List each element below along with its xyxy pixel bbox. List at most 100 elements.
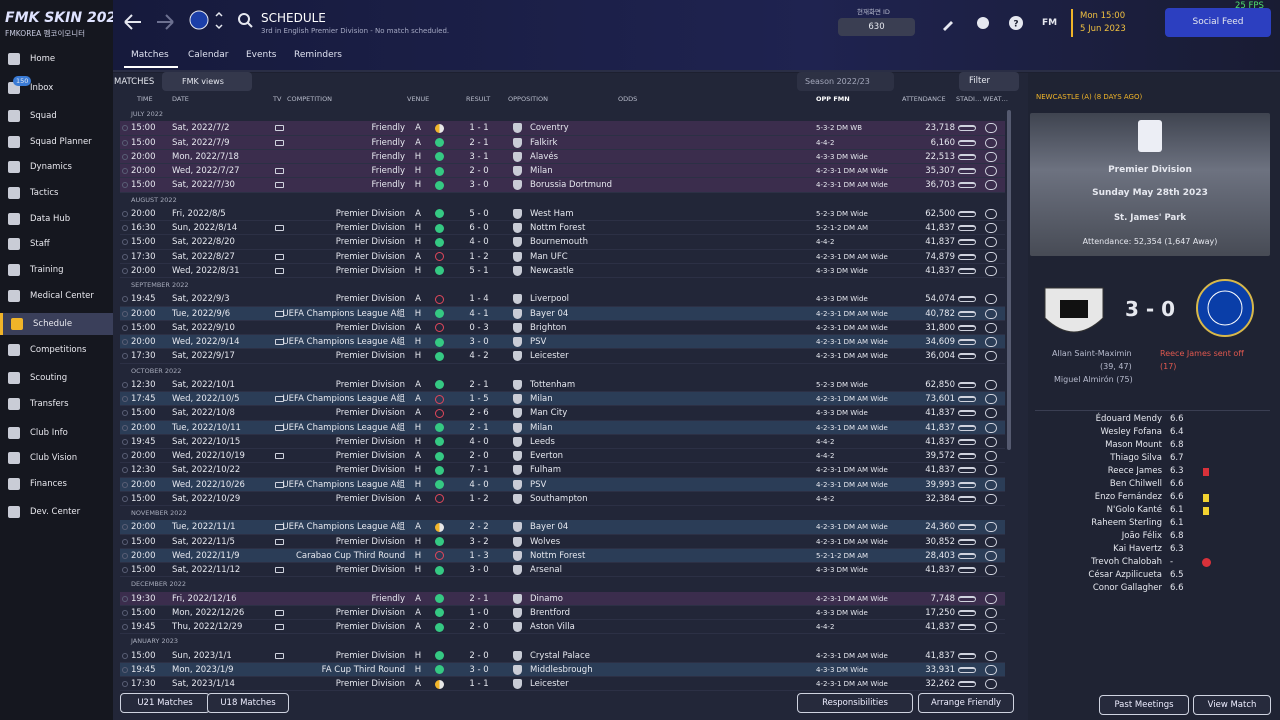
column-header[interactable]: ODDS	[618, 95, 638, 103]
match-row[interactable]: 17:30 Sat, 2022/9/17 Premier Division H 4 - …	[120, 349, 1005, 364]
opposition[interactable]: Everton	[530, 451, 564, 461]
button[interactable]: Responsibilities	[797, 693, 913, 713]
column-header[interactable]: VENUE	[407, 95, 430, 103]
opposition[interactable]: Leicester	[530, 351, 569, 362]
column-header[interactable]: OPP FMN	[816, 95, 850, 103]
column-header[interactable]: DATE	[172, 95, 189, 103]
nav-item[interactable]: Staff	[0, 233, 113, 255]
nav-item[interactable]: Dev. Center	[0, 501, 113, 523]
match-row[interactable]: 19:45 Sat, 2022/10/15 Premier Division H 4 -…	[120, 435, 1005, 449]
nav-item[interactable]: Transfers	[0, 393, 113, 415]
match-row[interactable]: 20:00 Wed, 2022/11/9 Carabao Cup Third Rou…	[120, 548, 1005, 563]
match-row[interactable]: 17:45 Wed, 2022/10/5 UEFA Champions League…	[120, 392, 1005, 407]
button[interactable]: U18 Matches	[207, 693, 289, 713]
opposition[interactable]: Nottm Forest	[530, 223, 586, 233]
filter-button[interactable]: Filter	[959, 72, 1019, 91]
column-header[interactable]: OPPOSITION	[508, 95, 548, 103]
season-dropdown[interactable]: Season 2022/23	[797, 72, 894, 91]
match-row[interactable]: 16:30 Sun, 2022/8/14 Premier Division H 6 - …	[120, 221, 1005, 236]
match-row[interactable]: 12:30 Sat, 2022/10/1 Premier Division A 2 - …	[120, 378, 1005, 392]
column-header[interactable]: TIME	[137, 95, 153, 103]
opposition[interactable]: Tottenham	[530, 379, 576, 390]
match-row[interactable]: 12:30 Sat, 2022/10/22 Premier Division H 7 -…	[120, 463, 1005, 478]
match-row[interactable]: 15:00 Sat, 2022/8/20 Premier Division H 4 - …	[120, 235, 1005, 250]
match-row[interactable]: 15:00 Sat, 2022/10/29 Premier Division A 1 -…	[120, 492, 1005, 506]
column-header[interactable]: RESULT	[466, 95, 491, 103]
nav-item[interactable]: Squad	[0, 105, 113, 127]
button[interactable]: U21 Matches	[120, 693, 210, 713]
match-row[interactable]: 15:00 Sat, 2022/11/5 Premier Division H 3 - …	[120, 535, 1005, 549]
button[interactable]: Arrange Friendly	[918, 693, 1014, 713]
nav-item[interactable]: Schedule	[0, 313, 113, 335]
tab[interactable]: Events	[246, 50, 277, 60]
player-name[interactable]: João Félix	[1121, 531, 1162, 541]
opposition[interactable]: Nottm Forest	[530, 550, 586, 561]
match-row[interactable]: 15:00 Sat, 2022/10/8 Premier Division A 2 - …	[120, 406, 1005, 421]
tab[interactable]: Matches	[131, 50, 169, 60]
player-name[interactable]: Ben Chilwell	[1109, 479, 1162, 489]
nav-item[interactable]: Dynamics	[0, 156, 113, 178]
match-row[interactable]: 20:00 Wed, 2022/10/26 UEFA Champions Leagu…	[120, 477, 1005, 492]
id-field[interactable]: 630	[838, 18, 915, 36]
column-header[interactable]: ATTENDANCE	[902, 95, 946, 103]
nav-item[interactable]: Medical Center	[0, 285, 113, 307]
nav-item[interactable]: Tactics	[0, 182, 113, 204]
match-row[interactable]: 20:00 Wed, 2022/10/19 Premier Division A 2 -…	[120, 449, 1005, 464]
opposition[interactable]: Arsenal	[530, 565, 562, 575]
opposition[interactable]: West Ham	[530, 208, 574, 219]
player-name[interactable]: N'Golo Kanté	[1106, 505, 1162, 515]
match-row[interactable]: 20:00 Tue, 2022/9/6 UEFA Champions League …	[120, 306, 1005, 321]
opposition[interactable]: Bayer 04	[530, 522, 569, 533]
match-row[interactable]: 20:00 Tue, 2022/11/1 UEFA Champions League…	[120, 520, 1005, 535]
opposition[interactable]: Southampton	[530, 493, 588, 504]
scrollbar[interactable]	[1007, 110, 1011, 450]
match-row[interactable]: 20:00 Wed, 2022/8/31 Premier Division H 5 - …	[120, 264, 1005, 278]
opposition[interactable]: Middlesbrough	[530, 664, 593, 675]
nav-item[interactable]: Scouting	[0, 367, 113, 389]
match-row[interactable]: 15:00 Sat, 2022/7/9 Friendly A 2 - 1 Falkirk 4…	[120, 135, 1005, 150]
opposition[interactable]: Milan	[530, 394, 553, 404]
player-name[interactable]: César Azpilicueta	[1088, 570, 1162, 580]
match-row[interactable]: 20:00 Fri, 2022/8/5 Premier Division A 5 - 0…	[120, 207, 1005, 221]
opposition[interactable]: Wolves	[530, 536, 561, 547]
nav-item[interactable]: Home	[0, 48, 113, 70]
opposition[interactable]: Borussia Dortmund	[530, 180, 613, 191]
column-header[interactable]: TV	[273, 95, 282, 103]
player-name[interactable]: Enzo Fernández	[1094, 492, 1162, 502]
opposition[interactable]: Dinamo	[530, 593, 563, 604]
fm-button[interactable]: FM	[1042, 18, 1058, 28]
opposition[interactable]: Newcastle	[530, 265, 574, 276]
button[interactable]: Past Meetings	[1099, 695, 1189, 715]
match-row[interactable]: 20:00 Mon, 2022/7/18 Friendly H 3 - 1 Alavés 4…	[120, 149, 1005, 164]
nav-item[interactable]: Club Info	[0, 422, 113, 444]
opposition[interactable]: Man City	[530, 408, 568, 419]
opposition[interactable]: PSV	[530, 479, 547, 490]
player-name[interactable]: Thiago Silva	[1110, 453, 1162, 463]
opposition[interactable]: Liverpool	[530, 294, 570, 305]
player-name[interactable]: Mason Mount	[1105, 440, 1162, 450]
opposition[interactable]: Coventry	[530, 123, 569, 134]
match-row[interactable]: 17:30 Sat, 2022/8/27 Premier Division A 1 - …	[120, 250, 1005, 264]
opposition[interactable]: Crystal Palace	[530, 650, 590, 661]
column-header[interactable]: COMPETITION	[287, 95, 333, 103]
opposition[interactable]: Falkirk	[530, 137, 558, 148]
match-row[interactable]: 19:45 Mon, 2023/1/9 FA Cup Third Round H 3 -…	[120, 662, 1005, 677]
opposition[interactable]: Brentford	[530, 607, 571, 618]
opposition[interactable]: Leeds	[530, 436, 555, 447]
opposition[interactable]: Man UFC	[530, 251, 568, 262]
player-name[interactable]: Conor Gallagher	[1092, 583, 1162, 593]
opposition[interactable]: Aston Villa	[530, 622, 575, 632]
match-row[interactable]: 15:00 Sat, 2022/7/2 Friendly A 1 - 1 Coventry…	[120, 121, 1005, 136]
opposition[interactable]: Milan	[530, 166, 553, 176]
match-row[interactable]: 20:00 Tue, 2022/10/11 UEFA Champions Leagu…	[120, 420, 1005, 435]
match-row[interactable]: 15:00 Sat, 2022/11/12 Premier Division H 3 -…	[120, 563, 1005, 578]
column-header[interactable]: WEAT…	[983, 95, 1008, 103]
column-header[interactable]: STADI…	[956, 95, 982, 103]
tab[interactable]: Calendar	[188, 50, 229, 60]
player-name[interactable]: Raheem Sterling	[1091, 518, 1162, 528]
match-row[interactable]: 19:30 Fri, 2022/12/16 Friendly A 2 - 1 Dinamo…	[120, 591, 1005, 606]
opposition[interactable]: Alavés	[530, 151, 559, 162]
opposition[interactable]: Bayer 04	[530, 308, 569, 319]
match-row[interactable]: 19:45 Sat, 2022/9/3 Premier Division A 1 - 4…	[120, 292, 1005, 307]
button[interactable]: View Match	[1193, 695, 1271, 715]
